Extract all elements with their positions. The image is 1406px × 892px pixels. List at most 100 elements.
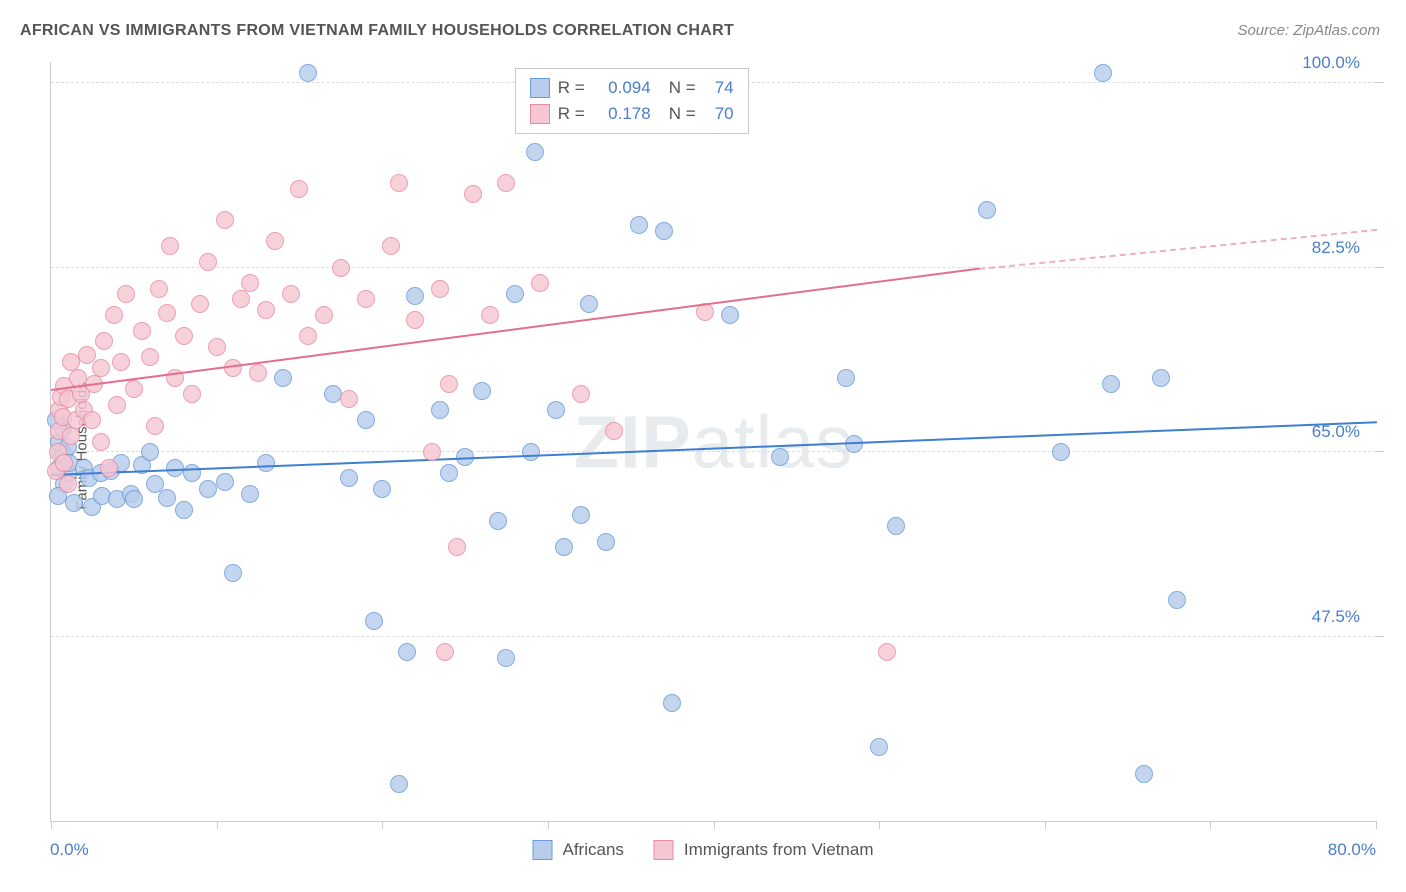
legend-r-value: 0.178 — [593, 104, 651, 124]
scatter-point-vietnam — [406, 311, 424, 329]
y-tick — [1376, 82, 1384, 83]
scatter-point-vietnam — [125, 380, 143, 398]
scatter-point-vietnam — [199, 253, 217, 271]
legend-n-value: 74 — [704, 78, 734, 98]
scatter-point-vietnam — [481, 306, 499, 324]
scatter-point-vietnam — [158, 304, 176, 322]
legend-bottom-label: Africans — [563, 840, 624, 860]
grid-line — [51, 451, 1376, 452]
scatter-point-africans — [489, 512, 507, 530]
scatter-point-africans — [390, 775, 408, 793]
scatter-point-vietnam — [266, 232, 284, 250]
scatter-point-africans — [870, 738, 888, 756]
scatter-point-africans — [837, 369, 855, 387]
legend-row-vietnam: R =0.178N =70 — [530, 101, 734, 127]
scatter-point-vietnam — [208, 338, 226, 356]
scatter-point-africans — [65, 494, 83, 512]
scatter-point-africans — [365, 612, 383, 630]
chart-title: AFRICAN VS IMMIGRANTS FROM VIETNAM FAMIL… — [20, 22, 734, 40]
scatter-point-africans — [630, 216, 648, 234]
plot-area: ZIPatlas 47.5%65.0%82.5%100.0%R =0.094N … — [50, 62, 1376, 822]
scatter-point-vietnam — [175, 327, 193, 345]
scatter-point-vietnam — [448, 538, 466, 556]
scatter-point-africans — [887, 517, 905, 535]
scatter-point-vietnam — [497, 174, 515, 192]
x-tick — [382, 821, 383, 829]
scatter-point-africans — [506, 285, 524, 303]
legend-r-label: R = — [558, 78, 585, 98]
x-tick — [1210, 821, 1211, 829]
legend-r-value: 0.094 — [593, 78, 651, 98]
scatter-point-vietnam — [241, 274, 259, 292]
scatter-point-vietnam — [572, 385, 590, 403]
scatter-point-africans — [324, 385, 342, 403]
legend-swatch-africans — [530, 78, 550, 98]
legend-bottom-swatch-africans — [533, 840, 553, 860]
scatter-point-vietnam — [357, 290, 375, 308]
scatter-point-africans — [175, 501, 193, 519]
legend-r-label: R = — [558, 104, 585, 124]
scatter-point-vietnam — [92, 433, 110, 451]
scatter-point-vietnam — [531, 274, 549, 292]
scatter-point-vietnam — [146, 417, 164, 435]
scatter-point-africans — [141, 443, 159, 461]
scatter-point-africans — [1135, 765, 1153, 783]
legend-n-value: 70 — [704, 104, 734, 124]
scatter-point-vietnam — [92, 359, 110, 377]
source-label: Source: ZipAtlas.com — [1237, 22, 1380, 39]
scatter-point-vietnam — [282, 285, 300, 303]
x-tick — [879, 821, 880, 829]
scatter-point-vietnam — [315, 306, 333, 324]
scatter-point-africans — [1052, 443, 1070, 461]
scatter-point-africans — [373, 480, 391, 498]
x-tick — [548, 821, 549, 829]
y-tick — [1376, 636, 1384, 637]
x-tick-label-min: 0.0% — [50, 840, 89, 860]
scatter-point-vietnam — [59, 475, 77, 493]
scatter-point-africans — [1102, 375, 1120, 393]
scatter-point-africans — [398, 643, 416, 661]
watermark: ZIPatlas — [574, 399, 853, 484]
scatter-point-vietnam — [464, 185, 482, 203]
scatter-point-africans — [199, 480, 217, 498]
scatter-point-africans — [473, 382, 491, 400]
scatter-point-africans — [431, 401, 449, 419]
x-tick — [1045, 821, 1046, 829]
scatter-point-africans — [340, 469, 358, 487]
scatter-point-africans — [555, 538, 573, 556]
grid-line — [51, 267, 1376, 268]
scatter-point-africans — [183, 464, 201, 482]
scatter-point-vietnam — [95, 332, 113, 350]
scatter-point-vietnam — [161, 237, 179, 255]
scatter-point-vietnam — [133, 322, 151, 340]
scatter-point-vietnam — [216, 211, 234, 229]
legend-bottom-swatch-vietnam — [654, 840, 674, 860]
scatter-point-vietnam — [112, 353, 130, 371]
scatter-point-vietnam — [299, 327, 317, 345]
x-tick — [1376, 821, 1377, 829]
scatter-point-vietnam — [117, 285, 135, 303]
scatter-point-vietnam — [440, 375, 458, 393]
scatter-point-vietnam — [232, 290, 250, 308]
scatter-point-africans — [440, 464, 458, 482]
scatter-point-vietnam — [108, 396, 126, 414]
scatter-point-vietnam — [83, 411, 101, 429]
scatter-point-africans — [497, 649, 515, 667]
scatter-point-vietnam — [249, 364, 267, 382]
y-tick — [1376, 267, 1384, 268]
y-tick-label: 47.5% — [1312, 607, 1360, 627]
scatter-point-africans — [547, 401, 565, 419]
scatter-point-vietnam — [105, 306, 123, 324]
scatter-point-africans — [1168, 591, 1186, 609]
scatter-point-vietnam — [605, 422, 623, 440]
scatter-point-africans — [526, 143, 544, 161]
scatter-point-africans — [597, 533, 615, 551]
scatter-point-vietnam — [62, 427, 80, 445]
scatter-point-vietnam — [390, 174, 408, 192]
scatter-point-africans — [357, 411, 375, 429]
scatter-point-africans — [1152, 369, 1170, 387]
legend-bottom-label: Immigrants from Vietnam — [684, 840, 874, 860]
scatter-point-vietnam — [382, 237, 400, 255]
scatter-point-africans — [257, 454, 275, 472]
y-tick-label: 82.5% — [1312, 238, 1360, 258]
